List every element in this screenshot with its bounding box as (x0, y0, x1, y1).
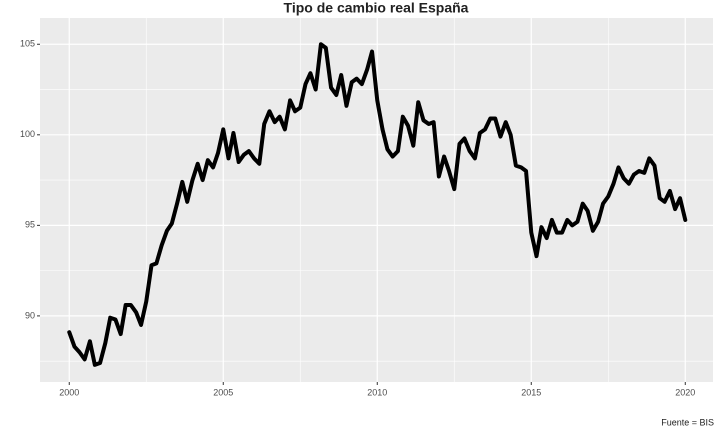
data-line (67, 42, 688, 367)
x-tick-label: 2020 (675, 387, 695, 397)
y-tick-label: 100 (20, 129, 35, 139)
plot-panel (40, 18, 713, 382)
caption: Fuente = BIS (661, 417, 714, 427)
x-tick-label: 2015 (521, 387, 541, 397)
y-tick-label: 95 (25, 220, 35, 230)
x-tick-label: 2005 (213, 387, 233, 397)
y-tick-label: 105 (20, 39, 35, 49)
y-tick-label: 90 (25, 310, 35, 320)
x-tick-label: 2000 (59, 387, 79, 397)
chart-title: Tipo de cambio real España (284, 0, 469, 16)
x-tick-label: 2010 (367, 387, 387, 397)
